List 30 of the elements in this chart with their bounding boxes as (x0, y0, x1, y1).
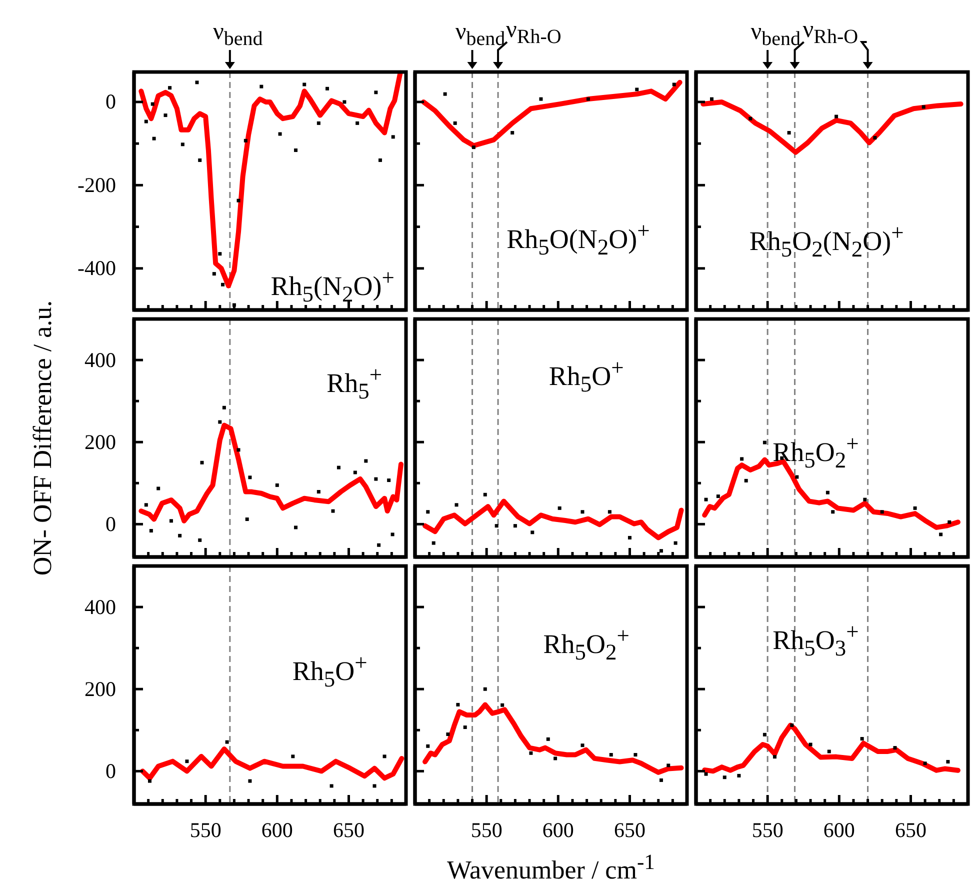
x-tick-label: 650 (894, 818, 926, 842)
y-tick-label: -400 (78, 256, 116, 280)
x-axis-title: Wavenumber / cm$^{-1}$ (447, 849, 655, 885)
y-tick-label: 400 (84, 594, 116, 619)
y-tick-label: 400 (84, 348, 116, 372)
text: Rh$_{5}$O(N$_{2}$O)$^{+}$ (506, 216, 650, 261)
y-axis-title: ON- OFF Difference / a.u. (26, 300, 58, 576)
ref-line-label: ν$_{Rh-O}$ (506, 16, 562, 50)
x-tick-label: 550 (752, 818, 784, 842)
text: Rh$_{5}$(N$_{2}$O)$^{+}$ (270, 264, 394, 308)
y-tick-label: 0 (106, 758, 116, 783)
x-tick-label: 600 (823, 818, 855, 842)
y-tick-label: 0 (106, 90, 116, 114)
x-tick-label: 650 (614, 818, 646, 842)
ref-line-label: ν$_{bend}$ (750, 18, 800, 52)
x-tick-label: 550 (470, 818, 502, 842)
ref-line-label: ν$_{bend}$ (455, 18, 506, 52)
text: Rh$_{5}$O$^{+}$ (292, 648, 368, 694)
x-tick-label: 650 (332, 818, 364, 842)
y-tick-label: 0 (106, 512, 116, 536)
ref-line-label: ν$_{bend}$ (213, 18, 263, 52)
ref-line-label: ν$_{Rh-O}$ (802, 16, 858, 50)
x-tick-label: 550 (190, 818, 222, 842)
x-tick-label: 600 (542, 818, 574, 842)
y-tick-label: -200 (78, 172, 116, 197)
x-tick-label: 600 (261, 818, 293, 842)
y-tick-label: 200 (84, 430, 116, 454)
y-tick-label: 200 (84, 676, 116, 701)
text: Rh$_{5}$O$_{2}$(N$_{2}$O)$^{+}$ (749, 218, 904, 264)
text: Rh$_{5}$O$^{+}$ (548, 354, 624, 398)
